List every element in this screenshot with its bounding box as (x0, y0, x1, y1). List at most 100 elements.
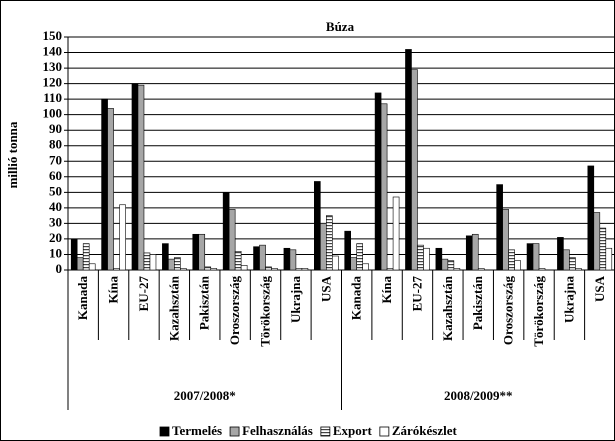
bar (508, 249, 515, 271)
x-tick-label: Oroszország (501, 276, 516, 346)
y-tick-label: 0 (56, 261, 63, 276)
bar (514, 260, 521, 271)
bar (192, 233, 200, 271)
bar (240, 265, 248, 271)
bar (271, 268, 278, 271)
x-tick-label: USA (592, 275, 607, 302)
legend-label: Termelés (172, 423, 222, 438)
bar (392, 196, 400, 271)
y-tick-label: 140 (43, 44, 63, 59)
bar (563, 249, 570, 271)
x-tick-label: Ukrajna (288, 276, 303, 323)
y-tick-label: 20 (49, 230, 62, 245)
y-tick-label: 50 (49, 183, 62, 198)
bar (532, 243, 540, 271)
bar (143, 252, 151, 271)
bar (259, 244, 266, 271)
y-tick-label: 120 (43, 75, 63, 90)
legend-swatch (159, 426, 170, 437)
bar (526, 243, 534, 271)
x-tick-label: Kanada (349, 276, 364, 321)
x-tick-label: Pakisztán (197, 275, 212, 330)
bar (76, 257, 84, 271)
bar (496, 184, 503, 271)
bar (386, 268, 394, 271)
y-tick-label: 40 (49, 199, 62, 214)
bar (569, 257, 576, 271)
bar (320, 223, 327, 271)
bar (295, 268, 303, 271)
x-tick-label: Kanada (75, 276, 90, 321)
bar (107, 108, 114, 271)
bar (253, 246, 260, 271)
legend-swatch (379, 426, 390, 437)
bar (417, 244, 424, 271)
x-tick-label: Kína (106, 276, 121, 304)
bar (162, 243, 169, 271)
bar (168, 258, 175, 271)
y-tick-label: 30 (49, 214, 62, 229)
x-tick-label: EU-27 (409, 276, 424, 312)
x-tick-label: Pakisztán (470, 275, 485, 330)
bar (362, 263, 369, 271)
bar (149, 254, 157, 271)
y-axis-label: millió tonna (5, 121, 20, 188)
bar (605, 247, 613, 271)
bar (587, 165, 595, 271)
bar (557, 237, 564, 271)
legend-swatch (229, 426, 240, 437)
bar (70, 238, 78, 271)
bar (332, 255, 339, 271)
bar (344, 230, 351, 271)
bar (423, 247, 430, 271)
y-tick-label: 80 (49, 137, 62, 152)
bar (289, 249, 297, 271)
bar (477, 268, 485, 271)
bar (222, 192, 230, 271)
y-tick-label: 150 (43, 28, 63, 43)
y-tick-label: 10 (49, 245, 62, 260)
legend-label: Felhasználás (242, 423, 313, 438)
x-tick-label: Törökország (531, 276, 546, 347)
legend-label: Zárókészlet (392, 423, 458, 438)
bar (88, 263, 96, 271)
x-tick-label: EU-27 (136, 276, 151, 312)
x-tick-label: Kína (379, 276, 394, 304)
bar (350, 257, 357, 271)
bar (301, 268, 309, 271)
x-tick-label: Kazahsztán (166, 275, 181, 341)
bar (593, 212, 601, 271)
bar (228, 209, 236, 271)
y-tick-label: 90 (49, 121, 62, 136)
bar (113, 268, 120, 271)
bar (137, 84, 145, 271)
bar (210, 268, 218, 271)
bar (283, 247, 291, 271)
bar (174, 257, 181, 271)
chart-title: Búza (326, 19, 355, 34)
bar (599, 227, 607, 271)
group-label: 2007/2008* (174, 388, 236, 403)
bar (356, 243, 363, 271)
y-tick-label: 100 (43, 106, 63, 121)
x-tick-label: Kazahsztán (440, 275, 455, 341)
bar (198, 233, 206, 271)
bar (204, 266, 212, 271)
bar (411, 69, 418, 271)
bar (502, 209, 509, 271)
bar (405, 49, 412, 271)
y-tick-label: 110 (43, 90, 62, 105)
x-tick-label: USA (318, 275, 333, 302)
bar (265, 266, 272, 271)
bar (575, 268, 582, 271)
x-tick-label: Ukrajna (561, 276, 576, 323)
bar (441, 258, 449, 271)
bar (119, 204, 126, 271)
y-tick-label: 60 (49, 168, 62, 183)
legend-label: Export (333, 423, 373, 438)
bar (465, 235, 473, 271)
y-tick-label: 70 (49, 152, 62, 167)
bar (131, 83, 139, 271)
